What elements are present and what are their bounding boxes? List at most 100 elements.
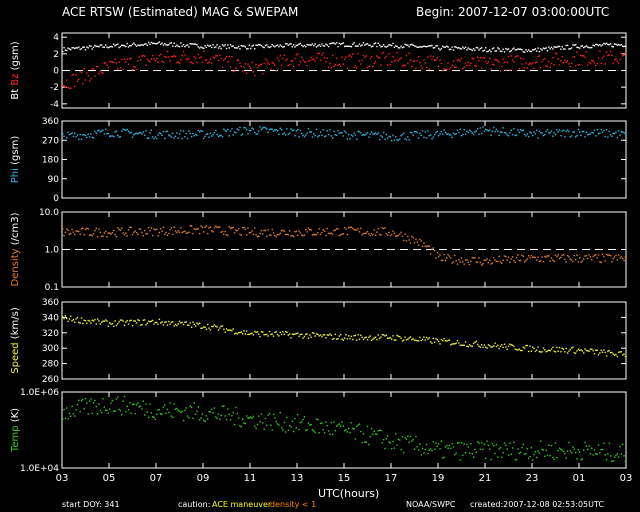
data-point-0-0-240: [384, 45, 386, 48]
data-point-0-0-92: [185, 44, 187, 47]
data-point-0-0-72: [158, 41, 161, 43]
data-point-3-0-212: [346, 338, 349, 340]
data-point-0-1-361: [546, 65, 549, 67]
data-point-0-0-174: [295, 44, 298, 47]
data-point-0-1-284: [443, 68, 445, 70]
x-tick-label-10: 23: [526, 473, 539, 484]
data-point-4-0-311: [479, 448, 482, 451]
data-point-3-0-307: [474, 341, 476, 343]
data-point-2-0-390: [585, 254, 588, 257]
data-point-1-0-178: [301, 132, 303, 135]
data-point-3-0-61: [143, 319, 146, 321]
data-point-3-0-198: [327, 334, 330, 336]
data-point-0-1-330: [505, 69, 507, 71]
data-point-0-0-157: [272, 45, 275, 47]
data-point-4-0-405: [605, 458, 608, 461]
data-point-4-0-404: [604, 454, 606, 456]
data-point-3-0-220: [357, 334, 359, 336]
data-point-0-1-317: [487, 61, 490, 63]
data-point-0-0-192: [319, 45, 322, 47]
data-point-3-0-47: [125, 321, 127, 323]
x-tick-label-8: 19: [432, 473, 445, 484]
data-point-3-0-38: [113, 325, 115, 328]
data-point-1-0-70: [156, 137, 158, 140]
data-point-4-0-163: [280, 427, 283, 429]
data-point-2-0-118: [220, 231, 222, 233]
data-point-0-1-193: [321, 54, 323, 56]
data-point-4-0-357: [541, 448, 543, 451]
data-point-1-0-25: [95, 132, 97, 134]
data-point-3-0-358: [542, 347, 545, 349]
data-point-0-1-244: [389, 63, 392, 66]
data-point-3-0-40: [115, 324, 118, 327]
data-point-0-1-32: [104, 62, 107, 64]
data-point-1-0-400: [599, 132, 601, 135]
data-point-3-0-280: [438, 340, 440, 343]
data-point-1-0-99: [194, 133, 197, 136]
data-point-0-0-271: [425, 45, 428, 48]
y-tick-label-3-1: 340: [42, 313, 59, 323]
data-point-0-1-362: [548, 61, 550, 63]
data-point-0-1-233: [374, 60, 377, 63]
data-point-0-0-369: [557, 45, 559, 48]
data-point-3-0-241: [385, 334, 388, 336]
data-point-1-0-238: [381, 136, 383, 138]
data-point-2-0-257: [407, 235, 409, 238]
data-point-4-0-246: [392, 440, 394, 443]
data-point-0-0-342: [521, 49, 523, 51]
data-point-4-0-56: [137, 402, 139, 404]
data-point-4-0-146: [258, 415, 260, 417]
y-tick-label-0-2: 0: [53, 67, 59, 77]
data-point-0-0-163: [280, 45, 283, 47]
data-point-1-0-143: [254, 131, 256, 134]
data-point-2-0-303: [468, 263, 471, 266]
data-point-4-0-87: [178, 410, 181, 412]
data-point-4-0-207: [339, 425, 342, 427]
data-point-4-0-133: [240, 426, 242, 428]
data-point-3-0-346: [526, 344, 529, 347]
data-point-3-0-31: [103, 320, 106, 323]
data-point-1-0-280: [438, 134, 440, 137]
data-point-3-0-411: [613, 354, 616, 356]
data-point-4-0-67: [151, 416, 154, 418]
data-point-3-0-367: [554, 351, 557, 353]
data-point-1-0-118: [220, 134, 222, 136]
data-point-4-0-43: [119, 410, 122, 412]
data-point-0-1-181: [305, 61, 307, 63]
data-point-0-1-324: [497, 60, 499, 62]
data-point-2-0-274: [429, 253, 432, 255]
data-point-4-0-165: [283, 421, 285, 424]
data-point-3-0-126: [231, 329, 233, 332]
data-point-2-0-418: [623, 259, 625, 262]
data-point-2-0-180: [303, 234, 306, 236]
data-point-3-0-53: [133, 320, 135, 322]
data-point-1-0-407: [608, 130, 610, 132]
data-point-0-1-207: [339, 65, 342, 68]
data-point-1-0-24: [94, 130, 96, 133]
data-point-2-0-205: [337, 228, 339, 230]
data-point-2-0-100: [196, 228, 198, 230]
data-point-2-0-238: [381, 227, 383, 229]
data-point-0-1-418: [623, 54, 625, 56]
data-point-1-0-127: [232, 134, 234, 136]
data-point-3-0-192: [319, 334, 322, 336]
data-point-1-0-93: [186, 137, 189, 140]
data-point-4-0-149: [262, 422, 264, 424]
data-point-3-0-406: [607, 350, 609, 352]
data-point-0-1-184: [309, 59, 311, 62]
data-point-0-0-52: [131, 43, 134, 46]
data-point-1-0-22: [91, 136, 93, 139]
data-point-0-0-241: [385, 46, 388, 48]
data-point-3-0-19: [87, 319, 89, 322]
data-point-3-0-263: [415, 339, 417, 342]
data-point-4-0-35: [109, 408, 111, 410]
data-point-3-0-230: [370, 339, 373, 342]
data-point-4-0-208: [341, 421, 343, 423]
data-point-0-1-282: [440, 62, 443, 65]
data-point-3-0-260: [411, 339, 413, 341]
data-point-0-0-48: [126, 42, 128, 45]
data-point-3-0-258: [408, 337, 410, 339]
data-point-4-0-335: [511, 447, 514, 449]
data-point-1-0-255: [404, 137, 406, 140]
data-point-0-0-162: [279, 44, 281, 46]
